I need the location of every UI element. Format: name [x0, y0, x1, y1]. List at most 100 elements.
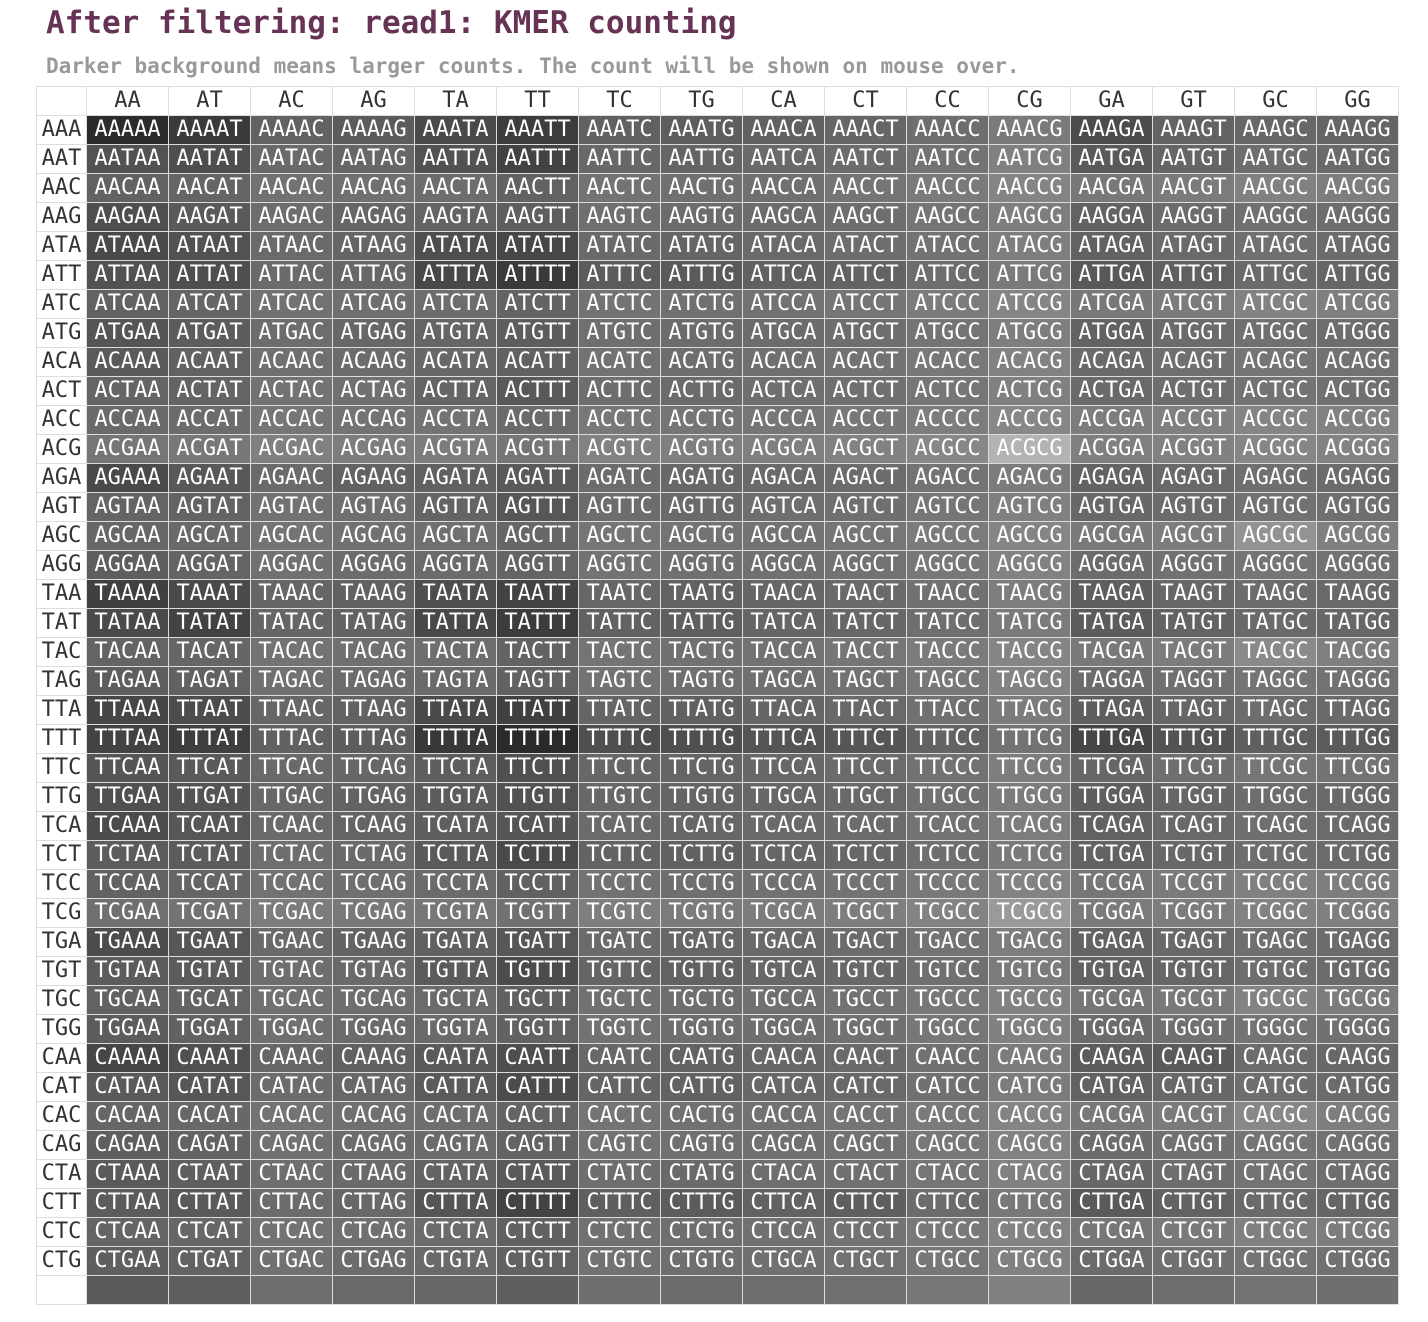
- kmer-cell[interactable]: CAAGG: [1316, 1043, 1399, 1073]
- kmer-cell[interactable]: AATAG: [332, 144, 415, 174]
- kmer-cell[interactable]: CTATA: [414, 1159, 497, 1189]
- kmer-cell[interactable]: TCCTG: [660, 869, 743, 899]
- kmer-cell[interactable]: CTTGG: [1316, 1188, 1399, 1218]
- kmer-cell[interactable]: AATTC: [578, 144, 661, 174]
- kmer-cell[interactable]: TAAGA: [1070, 579, 1153, 609]
- kmer-cell[interactable]: AGCTT: [496, 521, 579, 551]
- kmer-cell[interactable]: ACCGG: [1316, 405, 1399, 435]
- kmer-cell[interactable]: TTAGT: [1152, 695, 1235, 725]
- kmer-cell[interactable]: TCTAC: [250, 840, 333, 870]
- kmer-cell[interactable]: ACAAC: [250, 347, 333, 377]
- kmer-cell[interactable]: AGAAA: [86, 463, 169, 493]
- kmer-cell[interactable]: TCGGT: [1152, 898, 1235, 928]
- kmer-cell[interactable]: CACTC: [578, 1101, 661, 1131]
- kmer-cell[interactable]: ACCTG: [660, 405, 743, 435]
- kmer-cell[interactable]: CAATA: [414, 1043, 497, 1073]
- kmer-cell[interactable]: TATCC: [906, 608, 989, 638]
- kmer-cell[interactable]: TGTGG: [1316, 956, 1399, 986]
- kmer-cell[interactable]: CACCA: [742, 1101, 825, 1131]
- kmer-cell[interactable]: ATCCA: [742, 289, 825, 319]
- kmer-cell[interactable]: ATCTG: [660, 289, 743, 319]
- kmer-cell[interactable]: AACTA: [414, 173, 497, 203]
- kmer-cell[interactable]: AGATT: [496, 463, 579, 493]
- kmer-cell[interactable]: CTAGA: [1070, 1159, 1153, 1189]
- kmer-cell[interactable]: CACAA: [86, 1101, 169, 1131]
- kmer-cell[interactable]: AAGTT: [496, 202, 579, 232]
- kmer-cell[interactable]: AGTAA: [86, 492, 169, 522]
- kmer-cell[interactable]: ACTCA: [742, 376, 825, 406]
- kmer-cell[interactable]: TGTCG: [988, 956, 1071, 986]
- kmer-cell[interactable]: TCAGA: [1070, 811, 1153, 841]
- kmer-cell[interactable]: ACTTG: [660, 376, 743, 406]
- kmer-cell[interactable]: TACAG: [332, 637, 415, 667]
- kmer-cell[interactable]: AGATA: [414, 463, 497, 493]
- kmer-cell[interactable]: AGCTG: [660, 521, 743, 551]
- kmer-cell[interactable]: ACATG: [660, 347, 743, 377]
- kmer-cell[interactable]: TGTTA: [414, 956, 497, 986]
- kmer-cell[interactable]: [86, 1275, 169, 1305]
- kmer-cell[interactable]: ATGGG: [1316, 318, 1399, 348]
- kmer-cell[interactable]: TGTAC: [250, 956, 333, 986]
- kmer-cell[interactable]: ACGGA: [1070, 434, 1153, 464]
- kmer-cell[interactable]: ACCTC: [578, 405, 661, 435]
- kmer-cell[interactable]: ATACA: [742, 231, 825, 261]
- kmer-cell[interactable]: TGCGC: [1234, 985, 1317, 1015]
- kmer-cell[interactable]: TGGGT: [1152, 1014, 1235, 1044]
- kmer-cell[interactable]: TACTT: [496, 637, 579, 667]
- kmer-cell[interactable]: ATACC: [906, 231, 989, 261]
- kmer-cell[interactable]: TAAGT: [1152, 579, 1235, 609]
- kmer-cell[interactable]: TTGCT: [824, 782, 907, 812]
- kmer-cell[interactable]: TGGTC: [578, 1014, 661, 1044]
- kmer-cell[interactable]: TAACG: [988, 579, 1071, 609]
- kmer-cell[interactable]: ACTCT: [824, 376, 907, 406]
- kmer-cell[interactable]: ATGCT: [824, 318, 907, 348]
- kmer-cell[interactable]: AGAGG: [1316, 463, 1399, 493]
- kmer-cell[interactable]: TACTA: [414, 637, 497, 667]
- kmer-cell[interactable]: ACCCC: [906, 405, 989, 435]
- kmer-cell[interactable]: CTTCG: [988, 1188, 1071, 1218]
- kmer-cell[interactable]: TCCGG: [1316, 869, 1399, 899]
- kmer-cell[interactable]: TATTC: [578, 608, 661, 638]
- kmer-cell[interactable]: CTAGC: [1234, 1159, 1317, 1189]
- kmer-cell[interactable]: CTGTG: [660, 1246, 743, 1276]
- kmer-cell[interactable]: AGTCC: [906, 492, 989, 522]
- kmer-cell[interactable]: TACCT: [824, 637, 907, 667]
- kmer-cell[interactable]: AGCGC: [1234, 521, 1317, 551]
- kmer-cell[interactable]: TGTAT: [168, 956, 251, 986]
- kmer-cell[interactable]: TCGGC: [1234, 898, 1317, 928]
- kmer-cell[interactable]: [742, 1275, 825, 1305]
- kmer-cell[interactable]: ACTCC: [906, 376, 989, 406]
- kmer-cell[interactable]: ATTCA: [742, 260, 825, 290]
- kmer-cell[interactable]: TCACG: [988, 811, 1071, 841]
- kmer-cell[interactable]: AGTAT: [168, 492, 251, 522]
- kmer-cell[interactable]: TTATA: [414, 695, 497, 725]
- kmer-cell[interactable]: TGATG: [660, 927, 743, 957]
- kmer-cell[interactable]: CTACC: [906, 1159, 989, 1189]
- kmer-cell[interactable]: CTTAT: [168, 1188, 251, 1218]
- kmer-cell[interactable]: AAACC: [906, 115, 989, 145]
- kmer-cell[interactable]: TGTGT: [1152, 956, 1235, 986]
- kmer-cell[interactable]: ATTAC: [250, 260, 333, 290]
- kmer-cell[interactable]: ACAAG: [332, 347, 415, 377]
- kmer-cell[interactable]: TGATC: [578, 927, 661, 957]
- kmer-cell[interactable]: CATGG: [1316, 1072, 1399, 1102]
- kmer-cell[interactable]: CACAG: [332, 1101, 415, 1131]
- kmer-cell[interactable]: AGCGG: [1316, 521, 1399, 551]
- kmer-cell[interactable]: TAGTC: [578, 666, 661, 696]
- kmer-cell[interactable]: TGTCC: [906, 956, 989, 986]
- kmer-cell[interactable]: AGTTG: [660, 492, 743, 522]
- kmer-cell[interactable]: AAATC: [578, 115, 661, 145]
- kmer-cell[interactable]: TTTTC: [578, 724, 661, 754]
- kmer-cell[interactable]: AACCT: [824, 173, 907, 203]
- kmer-cell[interactable]: TCTCG: [988, 840, 1071, 870]
- kmer-cell[interactable]: CTCCC: [906, 1217, 989, 1247]
- kmer-cell[interactable]: ATACG: [988, 231, 1071, 261]
- kmer-cell[interactable]: CTACT: [824, 1159, 907, 1189]
- kmer-cell[interactable]: AAGAG: [332, 202, 415, 232]
- kmer-cell[interactable]: TCCGT: [1152, 869, 1235, 899]
- kmer-cell[interactable]: TTGTC: [578, 782, 661, 812]
- kmer-cell[interactable]: TTCTG: [660, 753, 743, 783]
- kmer-cell[interactable]: AACTC: [578, 173, 661, 203]
- kmer-cell[interactable]: TCTTG: [660, 840, 743, 870]
- kmer-cell[interactable]: CACTT: [496, 1101, 579, 1131]
